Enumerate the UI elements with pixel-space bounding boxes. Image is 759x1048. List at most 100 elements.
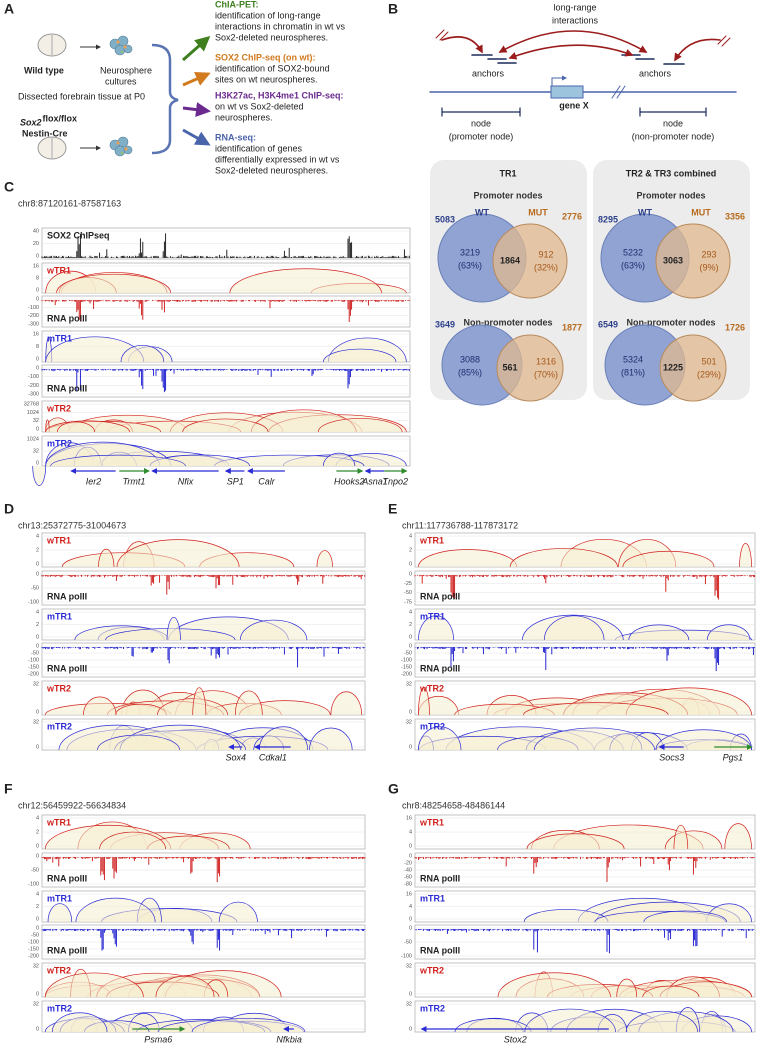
venn-mut-only: 1316: [536, 356, 556, 366]
interaction-arc: [98, 548, 115, 568]
signal: [41, 857, 366, 883]
tick-label: 32: [33, 963, 39, 969]
interaction-arc: [116, 539, 240, 568]
venn-mut-total: 3356: [725, 211, 745, 221]
track-arcs: [526, 823, 752, 850]
interaction-arc: [655, 729, 752, 751]
tick-label: -75: [404, 599, 412, 605]
tick-label: 0: [36, 991, 39, 997]
interaction-arc: [625, 1010, 698, 1033]
signal: [41, 647, 366, 668]
venn-wt-total: 8295: [598, 214, 618, 224]
tick-label: -50: [404, 939, 412, 945]
track-label: wTR1: [46, 265, 71, 275]
venn-wt-only: 5232: [623, 247, 643, 257]
venn-wt-total: 6549: [598, 319, 618, 329]
tick-label: 2: [36, 622, 39, 628]
item-text: Sox2-deleted neurospheres.: [215, 32, 328, 42]
gene-name: Tnpo2: [383, 476, 409, 486]
track-chip: [41, 233, 410, 258]
interaction-arc: [322, 452, 356, 467]
track-signal: [41, 857, 366, 883]
tick-label: 16: [33, 263, 39, 269]
label: anchors: [639, 68, 672, 78]
track-signal: [41, 369, 410, 393]
track-label: mTR1: [420, 893, 445, 903]
track-arcs: [45, 268, 407, 294]
interaction-arc: [166, 617, 181, 641]
tick-label: 16: [406, 891, 412, 897]
gene-name: Cdkal1: [259, 752, 287, 762]
track-box: [41, 295, 411, 328]
interaction-arc: [51, 1012, 108, 1033]
mutant-superscript: flox/flox: [43, 113, 78, 123]
track-label: RNA polII: [47, 873, 87, 883]
interaction-arc: [418, 726, 462, 751]
coordinates: chr8:48254658-48486144: [402, 800, 505, 810]
track-arcs: [418, 726, 752, 751]
interaction-arc: [258, 726, 309, 751]
track-label: mTR2: [47, 1003, 72, 1013]
venn-shared: 1864: [500, 255, 520, 265]
interaction-arc: [83, 696, 117, 716]
panel-letter: C: [4, 179, 14, 195]
venn-mut-pct: (70%): [534, 369, 558, 379]
tick-label: -100: [28, 599, 39, 605]
tick-label: 0: [36, 853, 39, 859]
tick-label: 20: [33, 241, 39, 247]
interaction-arc: [239, 619, 308, 641]
track-label: wTR2: [46, 683, 71, 693]
venn-mut-pct: (32%): [534, 262, 558, 272]
tick-label: 4: [36, 891, 39, 897]
track-arcs: [45, 336, 407, 363]
item-text: neurospheres.: [215, 112, 273, 122]
tick-label: -200: [28, 671, 39, 677]
track-arcs: [418, 686, 752, 716]
venn-wt-pct: (85%): [458, 367, 482, 377]
tick-label: -50: [31, 650, 39, 656]
interaction-arc: [57, 421, 95, 433]
item-title: SOX2 ChIP-seq (on wt):: [215, 52, 316, 62]
track-label: wTR1: [419, 535, 444, 545]
tick-label: 4: [409, 829, 412, 835]
gene-name: Hooks2: [334, 476, 365, 486]
signal: [414, 647, 756, 672]
interaction-arc: [229, 268, 382, 294]
tick-label: 0: [36, 1026, 39, 1032]
item-text: identification of genes: [215, 143, 303, 153]
interaction-arc: [99, 831, 166, 850]
panel-a-art: [37, 33, 211, 160]
tick-label: 32768: [24, 401, 39, 407]
tick-label: 8: [36, 275, 39, 281]
track-arcs: [44, 1012, 306, 1033]
item-text: sites on wt neurospheres.: [215, 74, 318, 84]
tick-label: 0: [36, 744, 39, 750]
venn-mut-total: 1877: [562, 322, 582, 332]
track-arcs: [418, 539, 752, 568]
gene-name: Trmt1: [123, 476, 146, 486]
tick-label: 32: [33, 719, 39, 725]
venn-mut-total: 2776: [562, 211, 582, 221]
interaction-arc: [526, 833, 625, 850]
interaction-arc: [97, 734, 180, 751]
tick-label: -50: [404, 590, 412, 596]
tick-label: 32: [406, 963, 412, 969]
tick-label: -100: [28, 657, 39, 663]
gene-name: Ier2: [86, 476, 102, 486]
tick-label: 0: [409, 643, 412, 649]
gene-name: Psma6: [144, 1034, 172, 1044]
venn-title: TR2 & TR3 combined: [626, 168, 717, 178]
label: Neurosphere: [100, 65, 152, 75]
tick-label: 0: [409, 1026, 412, 1032]
venn-group-title: Non-promoter nodes: [464, 317, 553, 327]
tick-label: 16: [406, 815, 412, 821]
track-signal: [41, 575, 366, 595]
tick-label: 32: [406, 1001, 412, 1007]
track-arcs: [44, 687, 363, 716]
venn-shared: 561: [502, 362, 517, 372]
label: node: [471, 118, 491, 128]
interaction-arc: [309, 727, 353, 751]
label: long-range: [553, 2, 596, 12]
track-label: mTR1: [47, 893, 72, 903]
venn-wt-pct: (81%): [621, 367, 645, 377]
